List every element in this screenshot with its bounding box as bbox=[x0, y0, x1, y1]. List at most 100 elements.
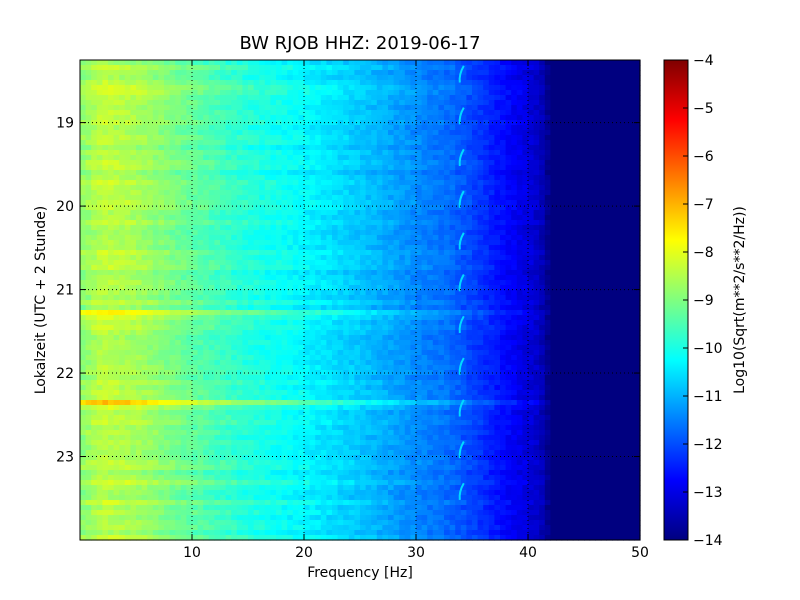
heatmap-cell bbox=[192, 210, 199, 216]
heatmap-cell bbox=[561, 280, 568, 286]
heatmap-cell bbox=[460, 215, 467, 221]
heatmap-cell bbox=[634, 75, 641, 81]
heatmap-cell bbox=[276, 70, 283, 76]
heatmap-cell bbox=[264, 220, 271, 226]
heatmap-cell bbox=[427, 175, 434, 181]
heatmap-cell bbox=[158, 130, 165, 136]
heatmap-cell bbox=[382, 230, 389, 236]
heatmap-cell bbox=[130, 185, 137, 191]
heatmap-cell bbox=[281, 165, 288, 171]
heatmap-cell bbox=[404, 150, 411, 156]
heatmap-cell bbox=[477, 275, 484, 281]
heatmap-cell bbox=[320, 115, 327, 121]
heatmap-cell bbox=[354, 70, 361, 76]
heatmap-cell bbox=[427, 275, 434, 281]
heatmap-cell bbox=[348, 220, 355, 226]
heatmap-cell bbox=[410, 285, 417, 291]
heatmap-cell bbox=[85, 230, 92, 236]
heatmap-cell bbox=[488, 280, 495, 286]
heatmap-cell bbox=[449, 160, 456, 166]
heatmap-cell bbox=[589, 115, 596, 121]
heatmap-cell bbox=[438, 245, 445, 251]
heatmap-cell bbox=[432, 140, 439, 146]
heatmap-cell bbox=[348, 150, 355, 156]
heatmap-cell bbox=[500, 290, 507, 296]
heatmap-cell bbox=[281, 95, 288, 101]
heatmap-cell bbox=[354, 110, 361, 116]
heatmap-cell bbox=[236, 300, 243, 306]
heatmap-cell bbox=[214, 110, 221, 116]
heatmap-cell bbox=[600, 275, 607, 281]
heatmap-cell bbox=[309, 215, 316, 221]
heatmap-cell bbox=[348, 145, 355, 151]
heatmap-cell bbox=[220, 170, 227, 176]
heatmap-cell bbox=[147, 265, 154, 271]
heatmap-cell bbox=[197, 205, 204, 211]
heatmap-cell bbox=[253, 245, 260, 251]
heatmap-cell bbox=[214, 135, 221, 141]
heatmap-cell bbox=[130, 125, 137, 131]
heatmap-cell bbox=[505, 105, 512, 111]
heatmap-cell bbox=[444, 240, 451, 246]
heatmap-cell bbox=[180, 245, 187, 251]
heatmap-cell bbox=[505, 200, 512, 206]
heatmap-cell bbox=[404, 200, 411, 206]
heatmap-cell bbox=[276, 255, 283, 261]
heatmap-cell bbox=[421, 180, 428, 186]
heatmap-cell bbox=[399, 115, 406, 121]
heatmap-cell bbox=[186, 225, 193, 231]
heatmap-cell bbox=[589, 80, 596, 86]
heatmap-cell bbox=[477, 195, 484, 201]
heatmap-cell bbox=[259, 65, 266, 71]
heatmap-cell bbox=[472, 145, 479, 151]
heatmap-cell bbox=[544, 215, 551, 221]
heatmap-cell bbox=[203, 105, 210, 111]
heatmap-cell bbox=[85, 245, 92, 251]
heatmap-cell bbox=[248, 195, 255, 201]
heatmap-cell bbox=[91, 260, 98, 266]
heatmap-cell bbox=[197, 255, 204, 261]
heatmap-cell bbox=[365, 180, 372, 186]
heatmap-cell bbox=[455, 250, 462, 256]
heatmap-cell bbox=[253, 215, 260, 221]
heatmap-cell bbox=[225, 65, 232, 71]
heatmap-cell bbox=[511, 135, 518, 141]
heatmap-cell bbox=[460, 65, 467, 71]
heatmap-cell bbox=[141, 175, 148, 181]
heatmap-cell bbox=[242, 105, 249, 111]
heatmap-cell bbox=[242, 135, 249, 141]
heatmap-cell bbox=[483, 175, 490, 181]
heatmap-cell bbox=[511, 100, 518, 106]
heatmap-cell bbox=[180, 190, 187, 196]
heatmap-cell bbox=[158, 140, 165, 146]
heatmap-cell bbox=[326, 245, 333, 251]
heatmap-cell bbox=[214, 200, 221, 206]
heatmap-cell bbox=[343, 155, 350, 161]
heatmap-cell bbox=[186, 190, 193, 196]
heatmap-cell bbox=[494, 270, 501, 276]
heatmap-cell bbox=[348, 250, 355, 256]
heatmap-cell bbox=[416, 220, 423, 226]
heatmap-cell bbox=[556, 260, 563, 266]
heatmap-cell bbox=[158, 295, 165, 301]
heatmap-cell bbox=[544, 235, 551, 241]
heatmap-cell bbox=[623, 225, 630, 231]
heatmap-cell bbox=[304, 70, 311, 76]
heatmap-cell bbox=[477, 300, 484, 306]
heatmap-cell bbox=[192, 160, 199, 166]
heatmap-cell bbox=[124, 135, 131, 141]
heatmap-cell bbox=[236, 285, 243, 291]
heatmap-cell bbox=[511, 115, 518, 121]
heatmap-cell bbox=[371, 165, 378, 171]
heatmap-cell bbox=[416, 80, 423, 86]
heatmap-cell bbox=[533, 165, 540, 171]
heatmap-cell bbox=[550, 145, 557, 151]
heatmap-cell bbox=[360, 215, 367, 221]
heatmap-cell bbox=[253, 70, 260, 76]
heatmap-cell bbox=[287, 105, 294, 111]
heatmap-cell bbox=[214, 300, 221, 306]
heatmap-cell bbox=[192, 280, 199, 286]
heatmap-cell bbox=[231, 260, 238, 266]
heatmap-cell bbox=[304, 300, 311, 306]
heatmap-cell bbox=[432, 225, 439, 231]
